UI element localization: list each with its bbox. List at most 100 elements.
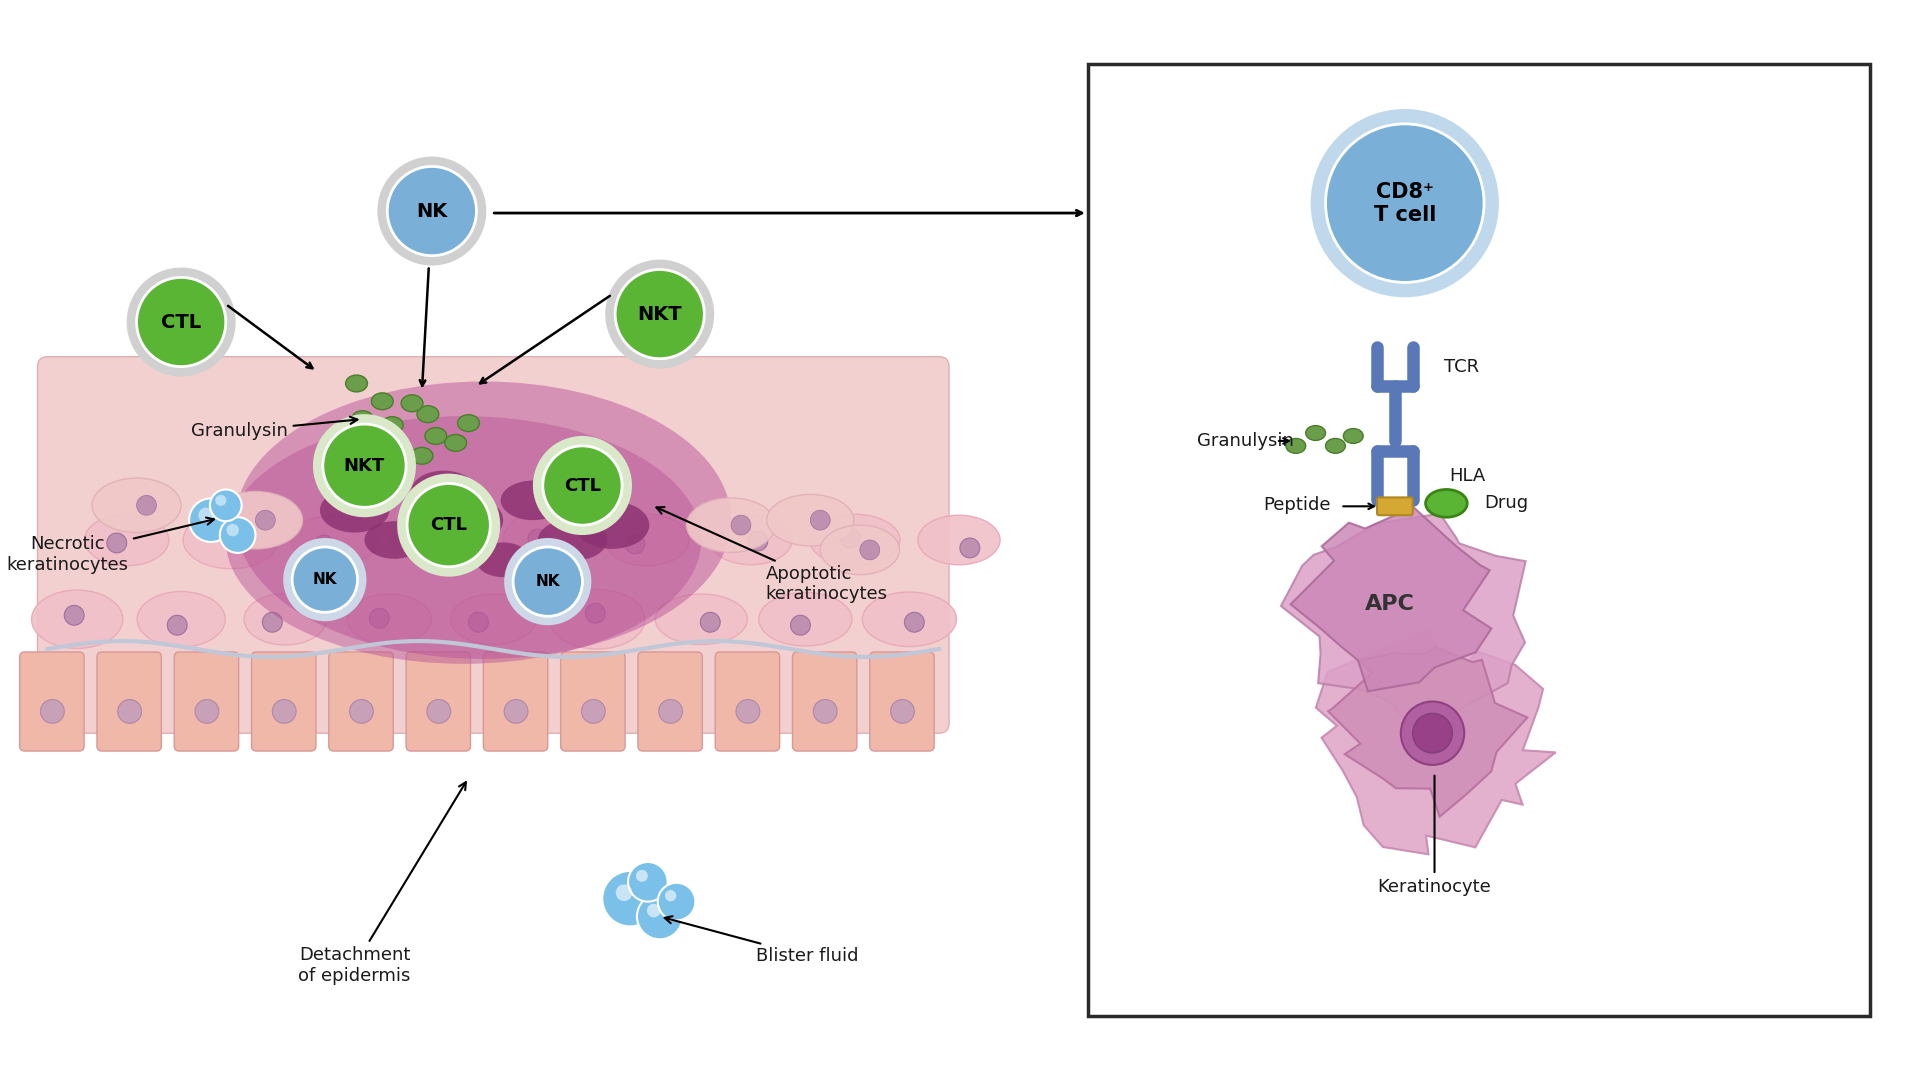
Circle shape — [40, 700, 63, 724]
Ellipse shape — [503, 511, 582, 569]
Circle shape — [167, 616, 186, 635]
Ellipse shape — [328, 428, 351, 444]
Circle shape — [349, 700, 372, 724]
Circle shape — [860, 540, 879, 559]
Circle shape — [891, 700, 914, 724]
Ellipse shape — [346, 375, 367, 392]
Circle shape — [263, 612, 282, 632]
Ellipse shape — [386, 437, 409, 455]
Ellipse shape — [1286, 438, 1306, 454]
Ellipse shape — [501, 481, 564, 521]
Circle shape — [960, 538, 979, 558]
Ellipse shape — [457, 415, 480, 432]
Text: Drug: Drug — [1484, 495, 1528, 512]
FancyBboxPatch shape — [561, 652, 626, 751]
Circle shape — [749, 531, 768, 551]
Circle shape — [369, 608, 390, 629]
Text: CTL: CTL — [430, 516, 467, 535]
Circle shape — [904, 612, 924, 632]
Circle shape — [582, 700, 605, 724]
Ellipse shape — [820, 525, 899, 575]
Circle shape — [273, 700, 296, 724]
Ellipse shape — [244, 594, 326, 645]
Circle shape — [659, 882, 695, 920]
Circle shape — [614, 270, 705, 359]
Circle shape — [219, 517, 255, 553]
Polygon shape — [1329, 647, 1528, 816]
Circle shape — [1402, 702, 1465, 765]
Ellipse shape — [390, 516, 488, 564]
Ellipse shape — [758, 593, 852, 646]
Ellipse shape — [1306, 426, 1325, 441]
Circle shape — [513, 546, 582, 617]
Circle shape — [196, 700, 219, 724]
FancyBboxPatch shape — [793, 652, 856, 751]
Text: Keratinocyte: Keratinocyte — [1379, 775, 1492, 895]
Ellipse shape — [401, 395, 422, 411]
FancyBboxPatch shape — [637, 652, 703, 751]
Circle shape — [313, 414, 417, 517]
FancyBboxPatch shape — [175, 652, 238, 751]
Polygon shape — [1290, 508, 1492, 691]
Text: NKT: NKT — [637, 305, 682, 324]
Circle shape — [315, 535, 334, 555]
Ellipse shape — [766, 495, 854, 546]
Circle shape — [841, 528, 860, 548]
Text: Blister fluid: Blister fluid — [664, 916, 858, 966]
Ellipse shape — [445, 434, 467, 451]
Text: APC: APC — [1365, 594, 1415, 615]
Circle shape — [605, 259, 714, 368]
Circle shape — [616, 885, 632, 901]
Ellipse shape — [538, 519, 607, 561]
Ellipse shape — [411, 447, 432, 464]
Circle shape — [284, 538, 367, 621]
Ellipse shape — [476, 542, 530, 577]
Circle shape — [701, 612, 720, 632]
Ellipse shape — [136, 592, 225, 647]
Circle shape — [636, 869, 647, 881]
Ellipse shape — [810, 514, 900, 566]
Circle shape — [397, 474, 501, 577]
FancyBboxPatch shape — [38, 356, 948, 733]
Ellipse shape — [451, 594, 536, 645]
Circle shape — [198, 508, 213, 523]
Circle shape — [505, 538, 591, 625]
Circle shape — [225, 527, 244, 546]
Text: HLA: HLA — [1450, 467, 1486, 485]
Circle shape — [505, 700, 528, 724]
Ellipse shape — [655, 594, 747, 645]
Ellipse shape — [382, 417, 403, 433]
Circle shape — [188, 498, 232, 542]
Circle shape — [664, 890, 676, 902]
FancyBboxPatch shape — [328, 652, 394, 751]
Circle shape — [732, 515, 751, 535]
Circle shape — [136, 496, 156, 515]
Text: Granulysin: Granulysin — [1196, 432, 1294, 450]
Circle shape — [528, 529, 547, 549]
FancyBboxPatch shape — [870, 652, 935, 751]
Circle shape — [108, 534, 127, 553]
FancyBboxPatch shape — [1089, 65, 1870, 1015]
FancyBboxPatch shape — [484, 652, 547, 751]
Circle shape — [543, 446, 622, 525]
Circle shape — [647, 904, 660, 917]
FancyBboxPatch shape — [19, 652, 84, 751]
Ellipse shape — [209, 491, 303, 549]
Ellipse shape — [1325, 438, 1346, 454]
Polygon shape — [1281, 514, 1526, 721]
Text: CTL: CTL — [161, 312, 202, 332]
Circle shape — [735, 700, 760, 724]
Circle shape — [388, 166, 476, 256]
Ellipse shape — [918, 515, 1000, 565]
Text: CTL: CTL — [564, 476, 601, 495]
FancyBboxPatch shape — [1377, 498, 1413, 515]
Circle shape — [407, 484, 490, 567]
FancyBboxPatch shape — [98, 652, 161, 751]
Circle shape — [603, 870, 659, 927]
FancyBboxPatch shape — [716, 652, 780, 751]
Circle shape — [1413, 714, 1452, 753]
Text: Granulysin: Granulysin — [192, 417, 357, 440]
Text: TCR: TCR — [1444, 357, 1480, 376]
Circle shape — [1311, 109, 1500, 297]
Circle shape — [292, 546, 357, 612]
